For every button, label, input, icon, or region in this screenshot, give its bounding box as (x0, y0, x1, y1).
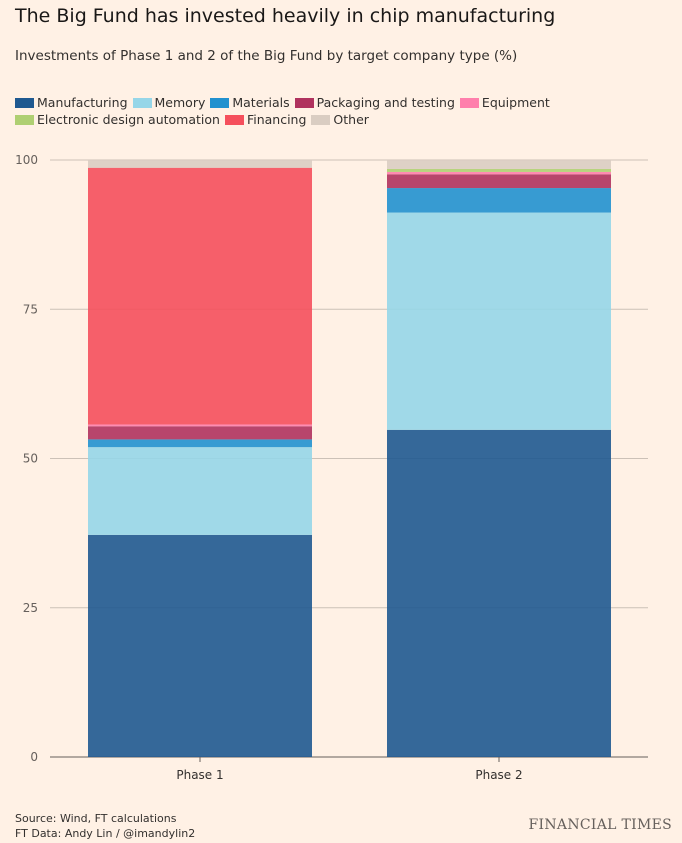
legend-label: Manufacturing (37, 95, 128, 110)
legend-label: Materials (232, 95, 290, 110)
bar-segment-materials (387, 188, 611, 213)
bar-segment-packaging-and-testing (387, 174, 611, 189)
chart-title: The Big Fund has invested heavily in chi… (15, 5, 556, 27)
bar-segment-financing (88, 167, 312, 425)
bar-segment-packaging-and-testing (88, 426, 312, 440)
legend-item: Manufacturing (15, 95, 128, 111)
legend-swatch (15, 98, 34, 108)
y-tick-label: 0 (30, 750, 38, 764)
legend-label: Equipment (481, 95, 550, 110)
legend-item: Electronic design automation (15, 112, 220, 128)
legend-swatch (132, 98, 152, 108)
legend-swatch (459, 98, 479, 108)
source-note: Source: Wind, FT calculations (15, 812, 177, 825)
y-tick-label: 25 (23, 601, 38, 615)
bar-segment-memory (88, 447, 312, 535)
y-tick-label: 100 (15, 153, 38, 167)
legend-swatch (210, 98, 230, 108)
chart-subtitle: Investments of Phase 1 and 2 of the Big … (15, 48, 518, 64)
bar-segment-memory (387, 212, 611, 430)
legend-item: Packaging and testing (294, 95, 455, 111)
credit-note: FT Data: Andy Lin / @imandylin2 (15, 827, 196, 840)
legend-label: Other (333, 112, 369, 127)
legend-swatch (294, 98, 314, 108)
legend-swatch (311, 115, 331, 125)
legend-label: Electronic design automation (37, 112, 220, 127)
y-tick-label: 50 (23, 452, 38, 466)
bar-segment-materials (88, 439, 312, 448)
bar-segment-equipment (88, 424, 312, 427)
bar-segment-equipment (387, 171, 611, 175)
y-tick-label: 75 (23, 302, 38, 316)
legend-item: Financing (224, 112, 307, 128)
x-tick-label: Phase 1 (176, 768, 223, 782)
legend: Manufacturing Memory Materials Packaging an… (15, 95, 575, 129)
legend-label: Memory (154, 95, 206, 110)
bar-segment-other (387, 160, 611, 169)
bar-segment-electronic-design-automation (387, 168, 611, 172)
x-tick-label: Phase 2 (475, 768, 522, 782)
legend-item: Other (311, 112, 369, 128)
bar-segment-other (88, 160, 312, 168)
ft-logo: FINANCIAL TIMES (528, 817, 672, 833)
legend-item: Equipment (459, 95, 550, 111)
legend-item: Memory (132, 95, 206, 111)
bar-segment-manufacturing (387, 429, 611, 757)
legend-swatch (224, 115, 244, 125)
bar-segment-manufacturing (88, 534, 312, 757)
legend-label: Financing (246, 112, 307, 127)
legend-item: Materials (210, 95, 290, 111)
legend-swatch (15, 115, 34, 125)
legend-label: Packaging and testing (316, 95, 455, 110)
